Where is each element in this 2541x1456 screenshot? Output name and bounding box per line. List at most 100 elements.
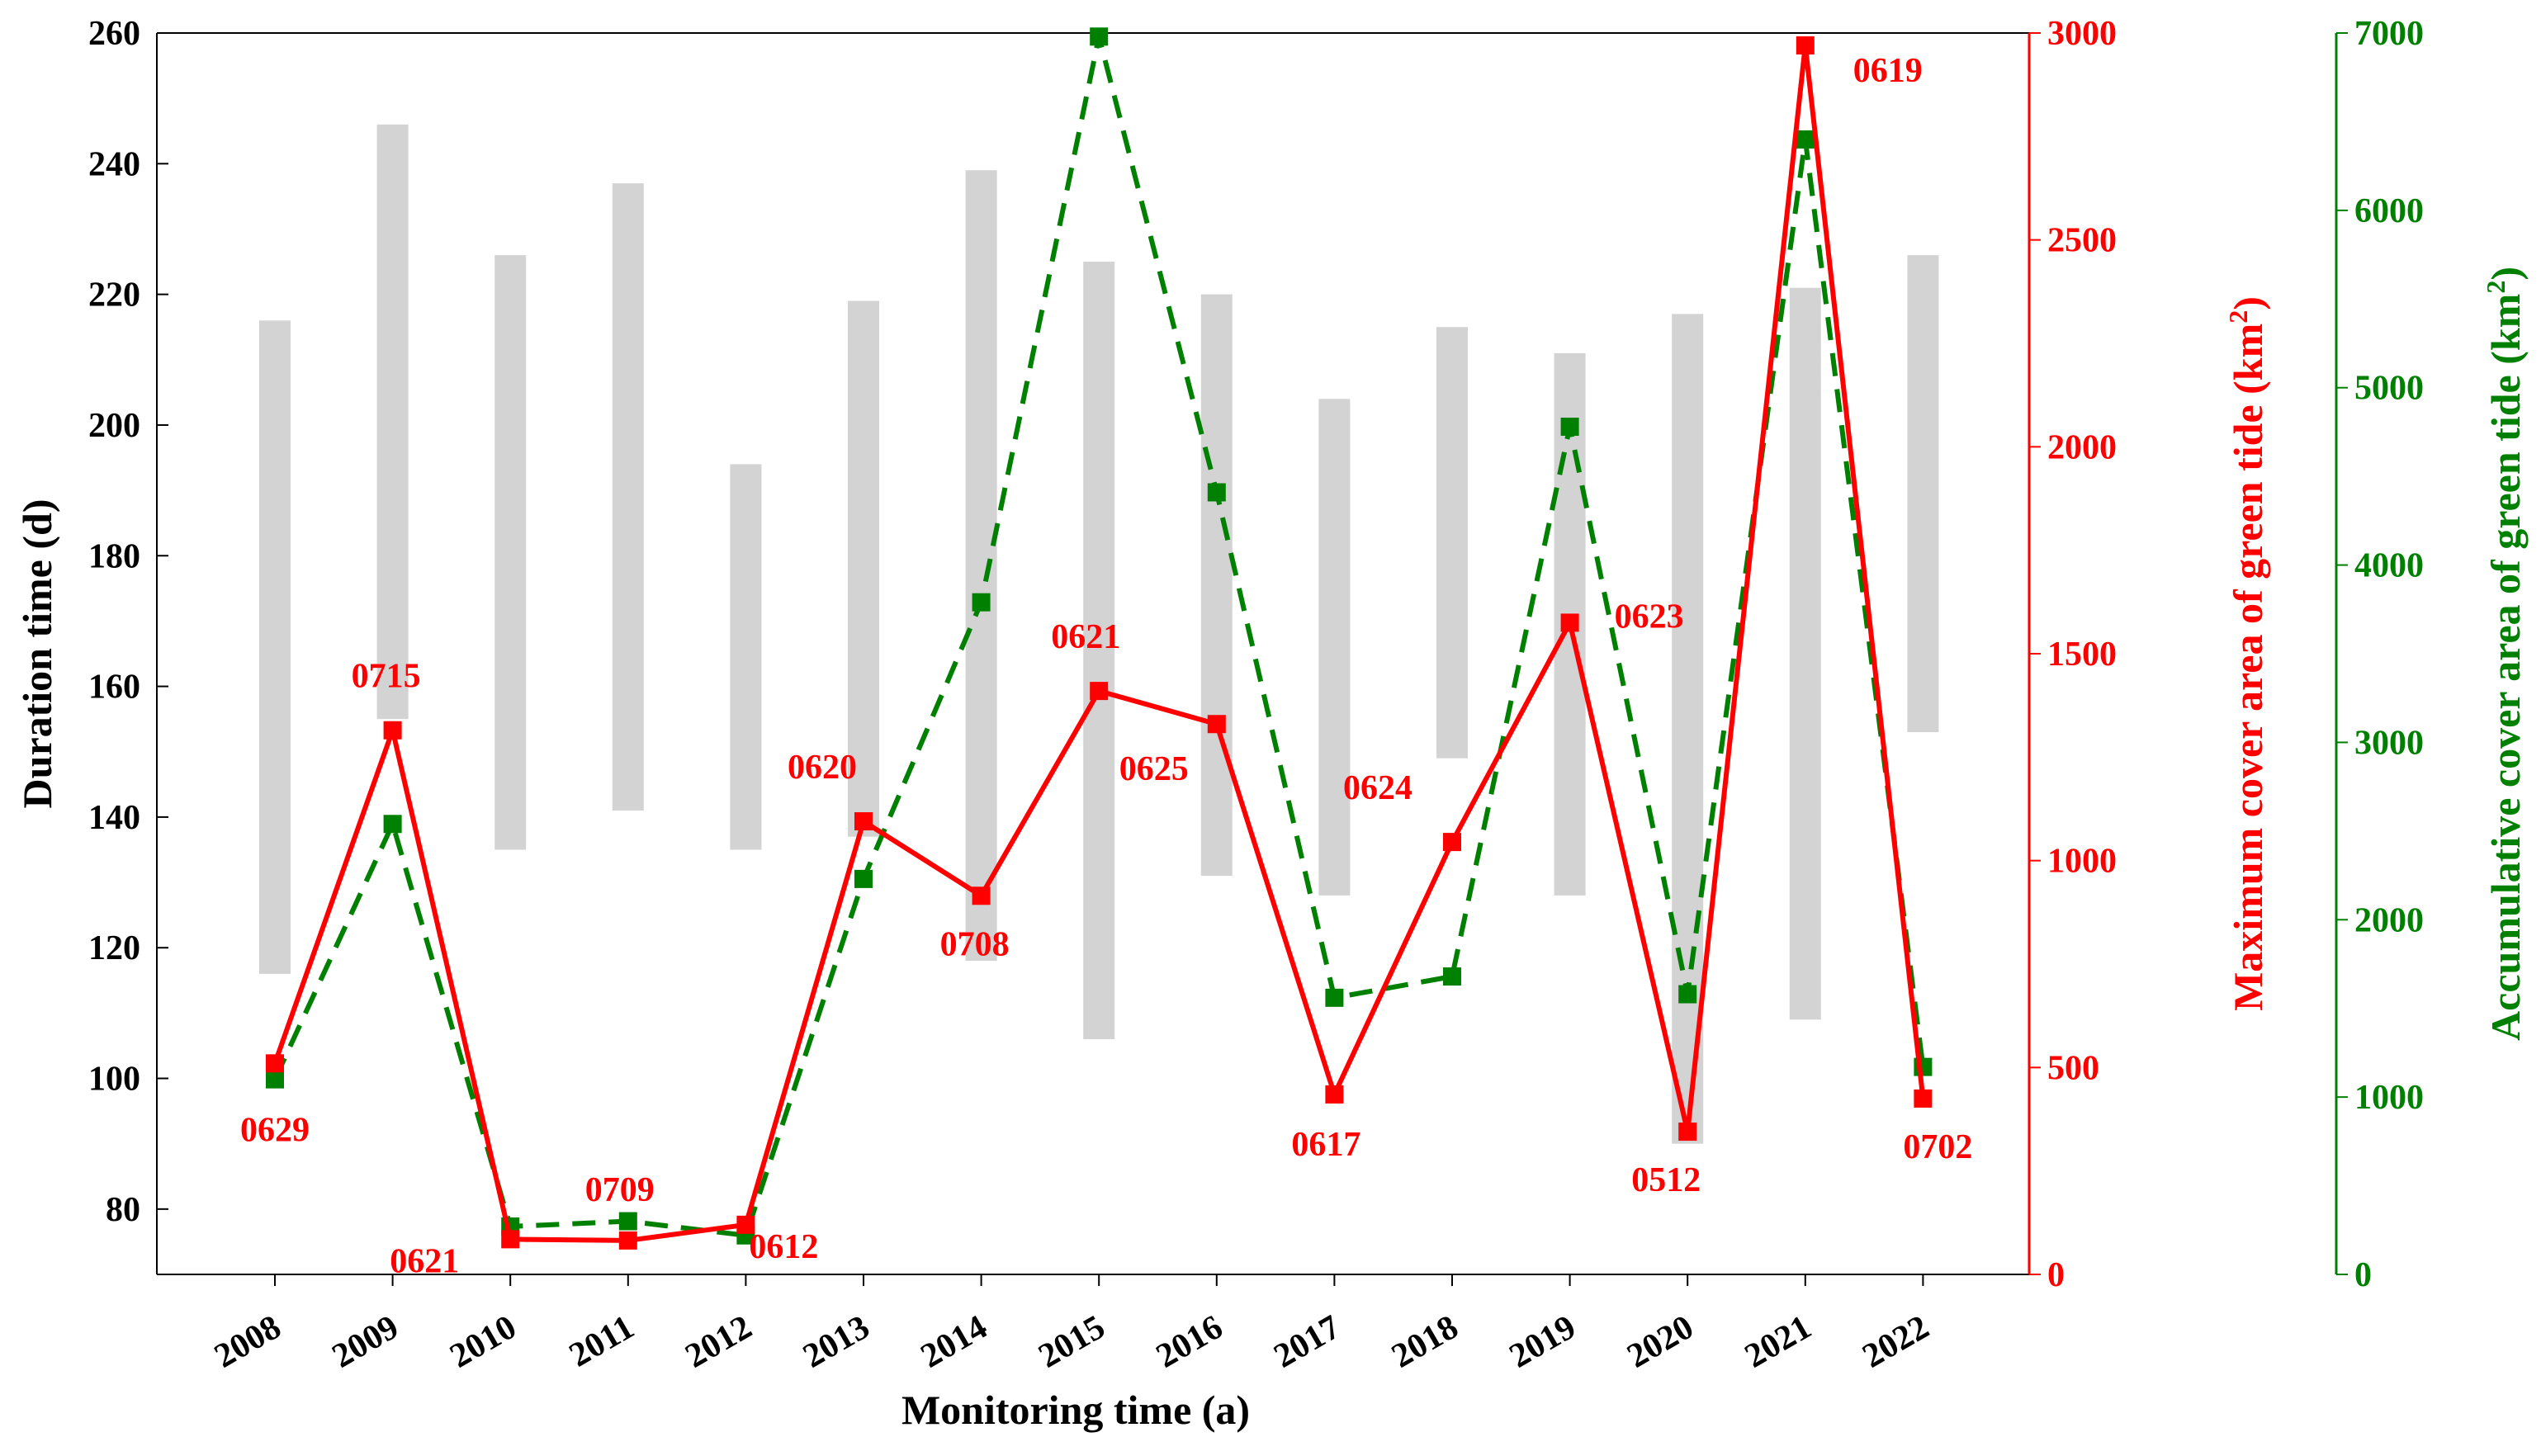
left-tick-label-140: 140 bbox=[88, 799, 140, 837]
duration-bar-2013 bbox=[848, 300, 879, 837]
x-tick-label-2012: 2012 bbox=[679, 1308, 759, 1376]
right2-tick-label-1000: 1000 bbox=[2354, 1079, 2424, 1117]
x-tick-label-2014: 2014 bbox=[915, 1308, 994, 1376]
x-tick-label-2017: 2017 bbox=[1268, 1308, 1347, 1376]
duration-bar-2008 bbox=[259, 320, 291, 974]
accumulative-area-marker-2020 bbox=[1678, 985, 1697, 1004]
accumulative-area-marker-2017 bbox=[1325, 988, 1344, 1007]
maximum-area-marker-2012 bbox=[736, 1215, 755, 1234]
x-axis-title: Monitoring time (a) bbox=[901, 1387, 1250, 1433]
duration-bar-2011 bbox=[612, 183, 644, 811]
x-tick-label-2022: 2022 bbox=[1857, 1308, 1936, 1376]
x-tick-label-2015: 2015 bbox=[1032, 1308, 1111, 1376]
accumulative-area-marker-2019 bbox=[1560, 417, 1579, 436]
date-label-2013: 0620 bbox=[788, 749, 857, 787]
maximum-area-marker-2009 bbox=[383, 721, 402, 740]
left-tick-label-100: 100 bbox=[88, 1061, 140, 1099]
left-tick-label-260: 260 bbox=[88, 15, 140, 53]
right-tick-label-1500: 1500 bbox=[2047, 636, 2117, 674]
right2-tick-label-6000: 6000 bbox=[2354, 192, 2424, 230]
maximum-area-marker-2021 bbox=[1796, 36, 1815, 55]
duration-bar-2022 bbox=[1907, 255, 1939, 732]
maximum-area-marker-2010 bbox=[501, 1230, 520, 1249]
date-label-2021: 0619 bbox=[1853, 52, 1923, 90]
date-label-2020: 0512 bbox=[1631, 1161, 1701, 1199]
x-tick-label-2021: 2021 bbox=[1739, 1308, 1818, 1376]
date-label-2019: 0623 bbox=[1615, 598, 1684, 636]
right-tick-label-2000: 2000 bbox=[2047, 428, 2117, 466]
right2-tick-label-7000: 7000 bbox=[2354, 15, 2424, 53]
left-tick-label-180: 180 bbox=[88, 537, 140, 575]
x-tick-label-2020: 2020 bbox=[1621, 1308, 1700, 1376]
duration-bar-2009 bbox=[376, 124, 409, 720]
duration-bar-2012 bbox=[730, 464, 762, 850]
accumulative-area-marker-2021 bbox=[1796, 130, 1815, 149]
x-tick-label-2018: 2018 bbox=[1385, 1308, 1465, 1376]
maximum-area-marker-2013 bbox=[854, 812, 873, 831]
left-tick-label-240: 240 bbox=[88, 145, 140, 183]
accumulative-area-marker-2011 bbox=[618, 1212, 637, 1231]
right2-tick-label-2000: 2000 bbox=[2354, 901, 2424, 939]
maximum-area-marker-2019 bbox=[1560, 613, 1579, 632]
right2-tick-label-5000: 5000 bbox=[2354, 370, 2424, 408]
date-label-2014: 0708 bbox=[940, 925, 1010, 963]
maximum-area-marker-2020 bbox=[1678, 1123, 1697, 1142]
maximum-area-marker-2008 bbox=[266, 1054, 284, 1073]
duration-bar-2015 bbox=[1083, 262, 1115, 1040]
right-tick-label-1000: 1000 bbox=[2047, 843, 2117, 881]
date-label-2016: 0625 bbox=[1119, 750, 1189, 788]
duration-bar-2014 bbox=[965, 170, 997, 962]
maximum-area-marker-2011 bbox=[618, 1231, 637, 1250]
date-labels: 0629 0715 0621 0709 0612 0620 0708 0621 0625 0617… bbox=[240, 52, 1972, 1280]
maximum-area-marker-2016 bbox=[1207, 715, 1226, 734]
date-label-2008: 0629 bbox=[240, 1111, 310, 1149]
accumulative-area-marker-2009 bbox=[383, 815, 402, 834]
duration-bars bbox=[259, 124, 1939, 1144]
accumulative-area-marker-2016 bbox=[1207, 483, 1226, 502]
right2-tick-label-0: 0 bbox=[2354, 1256, 2372, 1294]
x-tick-label-2019: 2019 bbox=[1503, 1308, 1583, 1376]
date-label-2011: 0709 bbox=[585, 1171, 655, 1209]
x-tick-label-2013: 2013 bbox=[797, 1308, 876, 1376]
date-label-2017: 0617 bbox=[1291, 1126, 1360, 1164]
right-axis-title: Maximum cover area of green tide (km2) bbox=[2223, 296, 2271, 1011]
date-label-2012: 0612 bbox=[749, 1228, 818, 1266]
x-tick-label-2010: 2010 bbox=[443, 1308, 523, 1376]
accumulative-area-marker-2018 bbox=[1443, 967, 1461, 986]
duration-bar-2020 bbox=[1672, 314, 1704, 1144]
maximum-area-marker-2014 bbox=[972, 886, 991, 905]
date-label-2015: 0621 bbox=[1051, 618, 1120, 656]
maximum-area-series bbox=[266, 36, 1933, 1250]
duration-bar-2017 bbox=[1318, 399, 1351, 896]
x-tick-label-2008: 2008 bbox=[208, 1308, 287, 1376]
left-tick-label-220: 220 bbox=[88, 277, 140, 314]
right-tick-label-3000: 3000 bbox=[2047, 15, 2117, 53]
date-label-2010: 0621 bbox=[390, 1242, 459, 1280]
x-tick-label-2011: 2011 bbox=[563, 1308, 641, 1375]
accumulative-area-marker-2008 bbox=[266, 1070, 284, 1089]
maximum-area-marker-2022 bbox=[1914, 1089, 1933, 1108]
x-tick-label-2009: 2009 bbox=[326, 1308, 405, 1376]
duration-bar-2021 bbox=[1789, 287, 1821, 1020]
duration-bar-2016 bbox=[1200, 294, 1233, 877]
accumulative-area-series bbox=[266, 27, 1933, 1245]
x-tick-label-2016: 2016 bbox=[1150, 1308, 1229, 1376]
date-label-2022: 0702 bbox=[1903, 1128, 1972, 1166]
accumulative-area-marker-2015 bbox=[1090, 27, 1109, 46]
right-tick-label-0: 0 bbox=[2047, 1256, 2065, 1294]
maximum-area-marker-2018 bbox=[1443, 833, 1461, 852]
accumulative-area-marker-2014 bbox=[972, 593, 991, 612]
maximum-area-marker-2017 bbox=[1325, 1085, 1344, 1104]
right2-tick-label-4000: 4000 bbox=[2354, 547, 2424, 585]
maximum-area-marker-2015 bbox=[1090, 682, 1109, 701]
left-tick-label-120: 120 bbox=[88, 929, 140, 967]
right2-axis-title: Accumulative cover area of green tide (k… bbox=[2481, 267, 2529, 1041]
right-tick-label-500: 500 bbox=[2047, 1049, 2099, 1087]
left-tick-label-160: 160 bbox=[88, 669, 140, 707]
right-tick-label-2500: 2500 bbox=[2047, 222, 2117, 260]
left-axis-title: Duration time (d) bbox=[14, 499, 60, 809]
duration-bar-2018 bbox=[1436, 327, 1468, 759]
left-tick-label-80: 80 bbox=[106, 1191, 140, 1229]
right2-tick-label-3000: 3000 bbox=[2354, 724, 2424, 762]
